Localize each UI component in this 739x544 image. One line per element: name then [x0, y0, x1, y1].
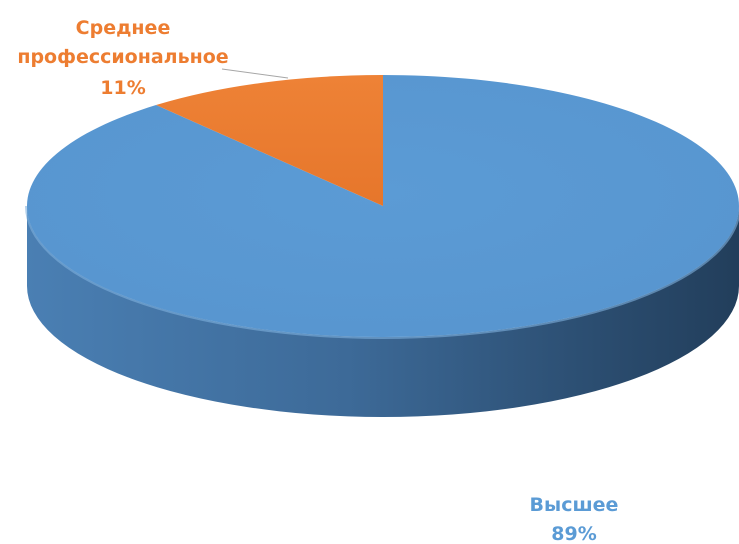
pie-top-face [26, 75, 739, 337]
leader-line-sredne [221, 68, 289, 79]
pie-side-vysshee [27, 206, 739, 417]
label-sredne-line2: профессиональное [17, 46, 228, 68]
pie-slice-vysshee [26, 75, 739, 337]
label-vysshee: Высшее [530, 494, 619, 516]
label-sredne-line1: Среднее [76, 17, 171, 39]
label-vysshee-value: 89% [551, 523, 596, 544]
label-sredne-value: 11% [100, 77, 145, 99]
pie-slice-sredne [156, 75, 383, 206]
